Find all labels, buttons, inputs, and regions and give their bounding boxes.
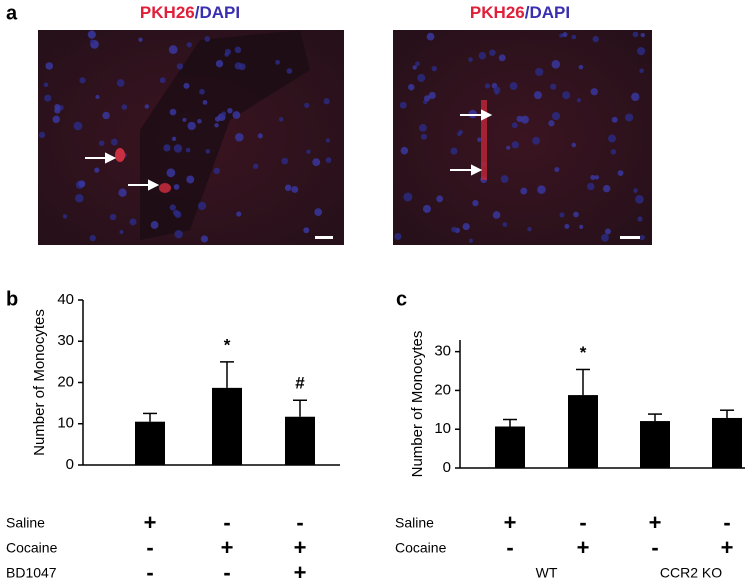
row-label: Cocaine [6, 540, 58, 556]
tissue-fold [140, 30, 310, 240]
y-axis-label: Number of Monocytes [409, 331, 426, 478]
y-tick-label: 10 [57, 415, 74, 432]
bar [212, 387, 242, 465]
y-tick-label: 0 [66, 456, 74, 473]
group-label: CCR2 KO [660, 565, 722, 581]
bar [568, 395, 598, 468]
error-bar [576, 368, 590, 396]
row-label: Cocaine [395, 540, 447, 556]
row-label: BD1047 [6, 565, 57, 581]
labeled-cell [159, 183, 171, 193]
y-tick-label: 20 [434, 381, 451, 398]
stain: PKH26 [140, 3, 195, 22]
image-title: PKH26/DAPI [140, 3, 240, 22]
error-bar [503, 418, 517, 427]
group-label: WT [536, 565, 558, 581]
labeled-cell [115, 148, 125, 162]
error-bar [293, 399, 307, 417]
bar [640, 421, 670, 468]
treatment-mark: - [146, 560, 153, 585]
treatment-mark: - [651, 535, 658, 560]
annotation: * [224, 335, 231, 354]
stain: PKH26 [470, 3, 525, 22]
panel-label: a [6, 2, 18, 24]
scale-bar [620, 236, 640, 239]
annotation: # [295, 374, 305, 393]
scale-bar [315, 236, 333, 239]
treatment-mark: + [649, 510, 662, 535]
error-bar [143, 412, 157, 422]
y-tick-label: 0 [443, 459, 451, 476]
annotation: * [580, 343, 587, 362]
treatment-mark: - [506, 535, 513, 560]
treatment-mark: + [144, 510, 157, 535]
bar [712, 417, 742, 468]
treatment-mark: + [577, 535, 590, 560]
arrows [85, 109, 493, 191]
image-title: PKH26/DAPI [470, 3, 570, 22]
treatment-mark: + [294, 535, 307, 560]
counterstain: /DAPI [525, 3, 570, 22]
counterstain: /DAPI [195, 3, 240, 22]
panel-label: b [6, 288, 18, 310]
y-tick-label: 30 [434, 343, 451, 360]
error-bar [648, 413, 662, 422]
error-bar [720, 409, 734, 418]
treatment-mark: + [721, 535, 734, 560]
y-tick-label: 10 [434, 420, 451, 437]
bar [135, 421, 165, 465]
y-axis-label: Number of Monocytes [31, 309, 48, 456]
treatment-mark: - [223, 510, 230, 535]
treatment-mark: + [504, 510, 517, 535]
y-tick-label: 30 [57, 332, 74, 349]
y-tick-label: 40 [57, 291, 74, 308]
treatment-mark: - [146, 535, 153, 560]
panel-label: c [396, 288, 407, 310]
treatment-mark: - [579, 510, 586, 535]
treatment-mark: + [221, 535, 234, 560]
row-label: Saline [395, 515, 434, 531]
treatment-mark: - [723, 510, 730, 535]
treatment-mark: + [294, 560, 307, 585]
y-tick-label: 20 [57, 373, 74, 390]
labeled-cell [481, 100, 487, 180]
error-bar [220, 361, 234, 388]
treatment-mark: - [296, 510, 303, 535]
row-label: Saline [6, 515, 45, 531]
bar [495, 426, 525, 468]
nuclei [38, 30, 646, 243]
bar [285, 416, 315, 465]
treatment-mark: - [223, 560, 230, 585]
